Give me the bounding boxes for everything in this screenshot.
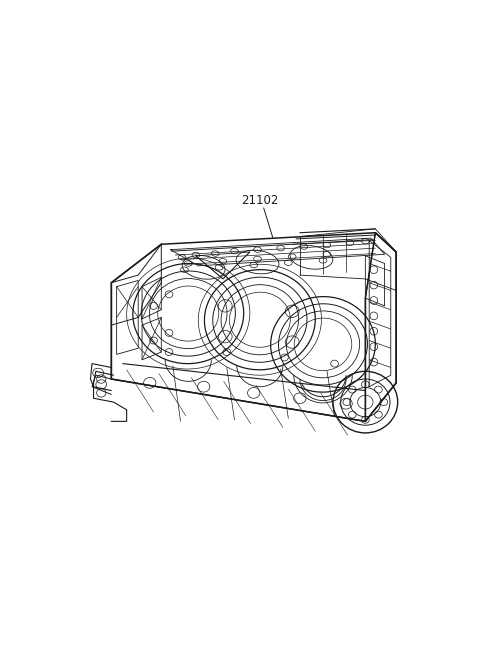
Text: 21102: 21102: [241, 194, 278, 207]
